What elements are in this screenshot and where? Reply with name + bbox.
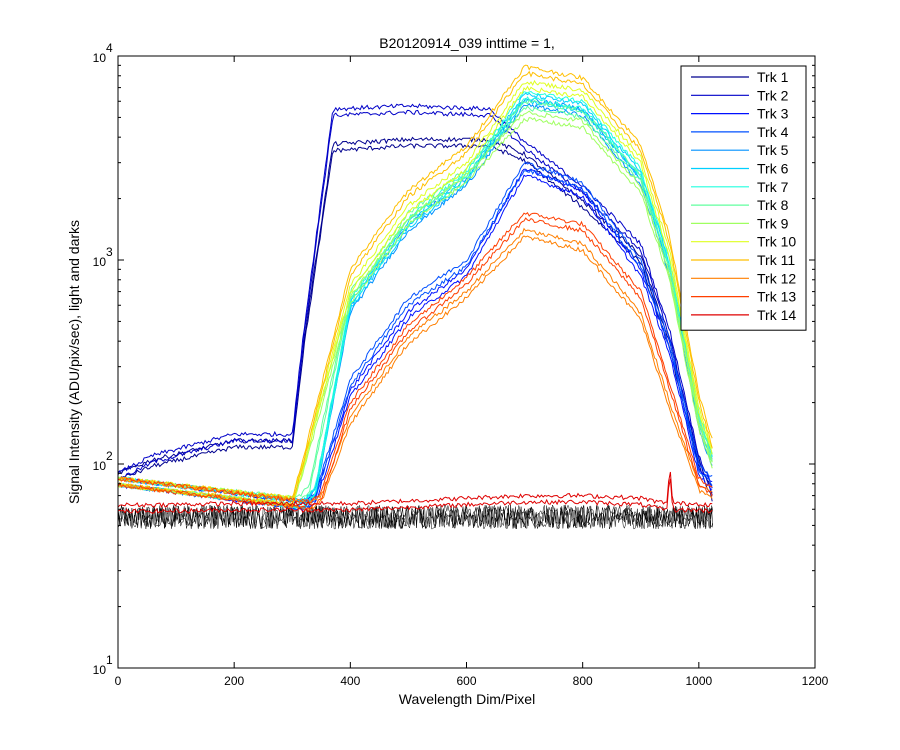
series-line-trk-2 — [118, 109, 713, 496]
y-tick-label-base: 10 — [93, 459, 107, 473]
legend-label: Trk 9 — [757, 215, 789, 231]
legend-label: Trk 10 — [757, 234, 796, 250]
legend-label: Trk 13 — [757, 289, 796, 305]
y-tick-label-exponent: 4 — [106, 41, 113, 55]
dark-frame-line — [118, 504, 714, 530]
legend-label: Trk 5 — [757, 142, 789, 158]
x-tick-label: 1000 — [685, 674, 712, 688]
series-line-trk-2 — [118, 103, 713, 489]
legend-box — [680, 65, 807, 331]
legend-label: Trk 4 — [757, 124, 789, 140]
legend-label: Trk 7 — [757, 179, 789, 195]
y-tick-label-exponent: 3 — [106, 245, 113, 259]
y-axis-label: Signal Intensity (ADU/pix/sec), light an… — [66, 220, 82, 504]
x-tick-label: 800 — [573, 674, 593, 688]
legend-label: Trk 8 — [757, 197, 789, 213]
plot-area — [118, 64, 714, 530]
legend-label: Trk 1 — [757, 69, 789, 85]
y-tick-label-base: 10 — [93, 255, 107, 269]
series-group — [118, 64, 714, 530]
series-line-trk-13 — [118, 217, 713, 510]
x-tick-label: 400 — [340, 674, 360, 688]
legend: Trk 1 Trk 2 Trk 3 Trk 4 Trk 5 Trk 6 Trk 7 Trk 8… — [680, 65, 807, 331]
series-line-trk-14 — [118, 471, 713, 509]
legend-label: Trk 6 — [757, 161, 789, 177]
x-tick-label: 200 — [224, 674, 244, 688]
legend-label: Trk 14 — [757, 307, 796, 323]
x-axis-label: Wavelength Dim/Pixel — [399, 691, 535, 707]
legend-label: Trk 12 — [757, 270, 796, 286]
y-tick-label-base: 10 — [93, 663, 107, 677]
legend-label: Trk 11 — [757, 252, 795, 268]
series-line-trk-1 — [118, 136, 713, 493]
y-tick-label-exponent: 1 — [106, 653, 113, 667]
series-line-trk-12 — [118, 235, 713, 512]
x-tick-label: 1200 — [802, 674, 829, 688]
x-tick-label: 600 — [456, 674, 476, 688]
series-line-trk-13 — [118, 212, 713, 504]
x-tick-label: 0 — [115, 674, 122, 688]
chart-title: B20120914_039 inttime = 1, — [379, 35, 555, 51]
y-tick-label-exponent: 2 — [106, 449, 113, 463]
legend-label: Trk 3 — [757, 106, 789, 122]
series-line-trk-14 — [118, 478, 713, 514]
legend-label: Trk 2 — [757, 87, 789, 103]
series-line-trk-11 — [118, 64, 713, 501]
y-tick-label-base: 10 — [93, 51, 107, 65]
